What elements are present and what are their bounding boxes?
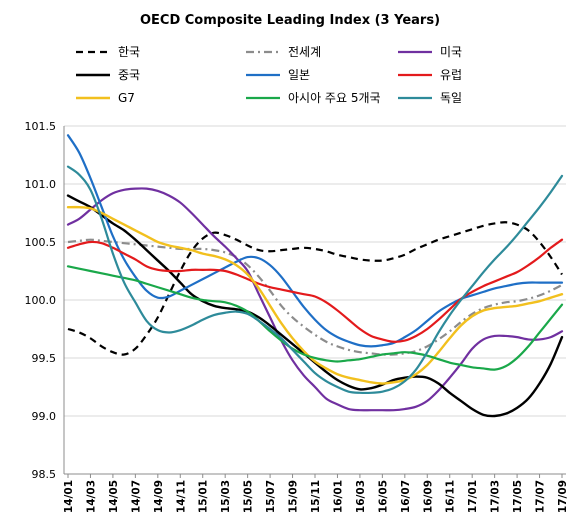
x-tick-label: 15/07	[265, 480, 277, 513]
x-tick-label: 17/03	[490, 480, 502, 513]
x-tick-label: 15/01	[198, 480, 210, 513]
x-tick-label: 17/07	[535, 480, 547, 513]
y-tick-label: 100.0	[25, 294, 57, 307]
x-tick-label: 16/09	[422, 480, 434, 513]
x-tick-label: 16/07	[400, 480, 412, 513]
y-tick-label: 100.5	[25, 236, 57, 249]
legend-label-2: 미국	[440, 45, 462, 59]
x-tick-label: 17/01	[467, 480, 479, 513]
x-tick-label: 14/11	[175, 480, 187, 513]
legend-label-5: 유럽	[440, 68, 462, 82]
x-tick-label: 16/03	[355, 480, 367, 513]
series-line-0	[67, 221, 563, 356]
y-tick-label: 99.5	[32, 352, 57, 365]
x-tick-label: 14/05	[108, 480, 120, 513]
x-tick-label: 14/03	[85, 480, 97, 513]
series-lines	[66, 134, 564, 418]
series-line-4	[66, 134, 564, 348]
x-tick-label: 16/11	[445, 480, 457, 513]
x-tick-label: 16/05	[377, 480, 389, 513]
legend-label-7: 아시아 주요 5개국	[288, 91, 381, 105]
x-tick-label: 16/01	[332, 480, 344, 513]
series-line-1	[67, 238, 563, 356]
chart-title: OECD Composite Leading Index (3 Years)	[140, 13, 440, 28]
series-line-6	[66, 205, 564, 385]
x-tick-label: 15/11	[310, 480, 322, 513]
y-tick-label: 99.0	[32, 410, 57, 423]
axes	[63, 126, 566, 478]
legend-label-1: 전세계	[288, 45, 321, 59]
gridlines	[64, 125, 566, 475]
series-line-7	[66, 265, 564, 371]
tick-labels: 98.5 99.0 99.5 100.0 100.5 101.0 101.5 14/01 14/…	[25, 120, 570, 513]
series-line-2	[66, 187, 564, 412]
legend-label-4: 일본	[288, 68, 310, 82]
legend-label-0: 한국	[118, 45, 140, 59]
x-tick-label: 17/05	[512, 480, 524, 513]
legend-label-6: G7	[118, 91, 135, 105]
x-tick-label: 17/09	[557, 480, 569, 513]
x-tick-label: 15/05	[243, 480, 255, 513]
legend-label-8: 독일	[440, 91, 462, 105]
y-tick-label: 101.0	[25, 178, 57, 191]
series-line-8	[66, 165, 564, 395]
y-tick-label: 101.5	[25, 120, 57, 133]
y-tick-label: 98.5	[32, 468, 57, 481]
x-tick-label: 14/09	[153, 480, 165, 513]
series-line-5	[66, 238, 564, 343]
x-tick-label: 15/03	[220, 480, 232, 513]
x-tick-label: 14/07	[130, 480, 142, 513]
x-tick-label: 15/09	[288, 480, 300, 513]
legend-label-3: 중국	[118, 68, 140, 82]
x-tick-label: 14/01	[63, 480, 75, 513]
